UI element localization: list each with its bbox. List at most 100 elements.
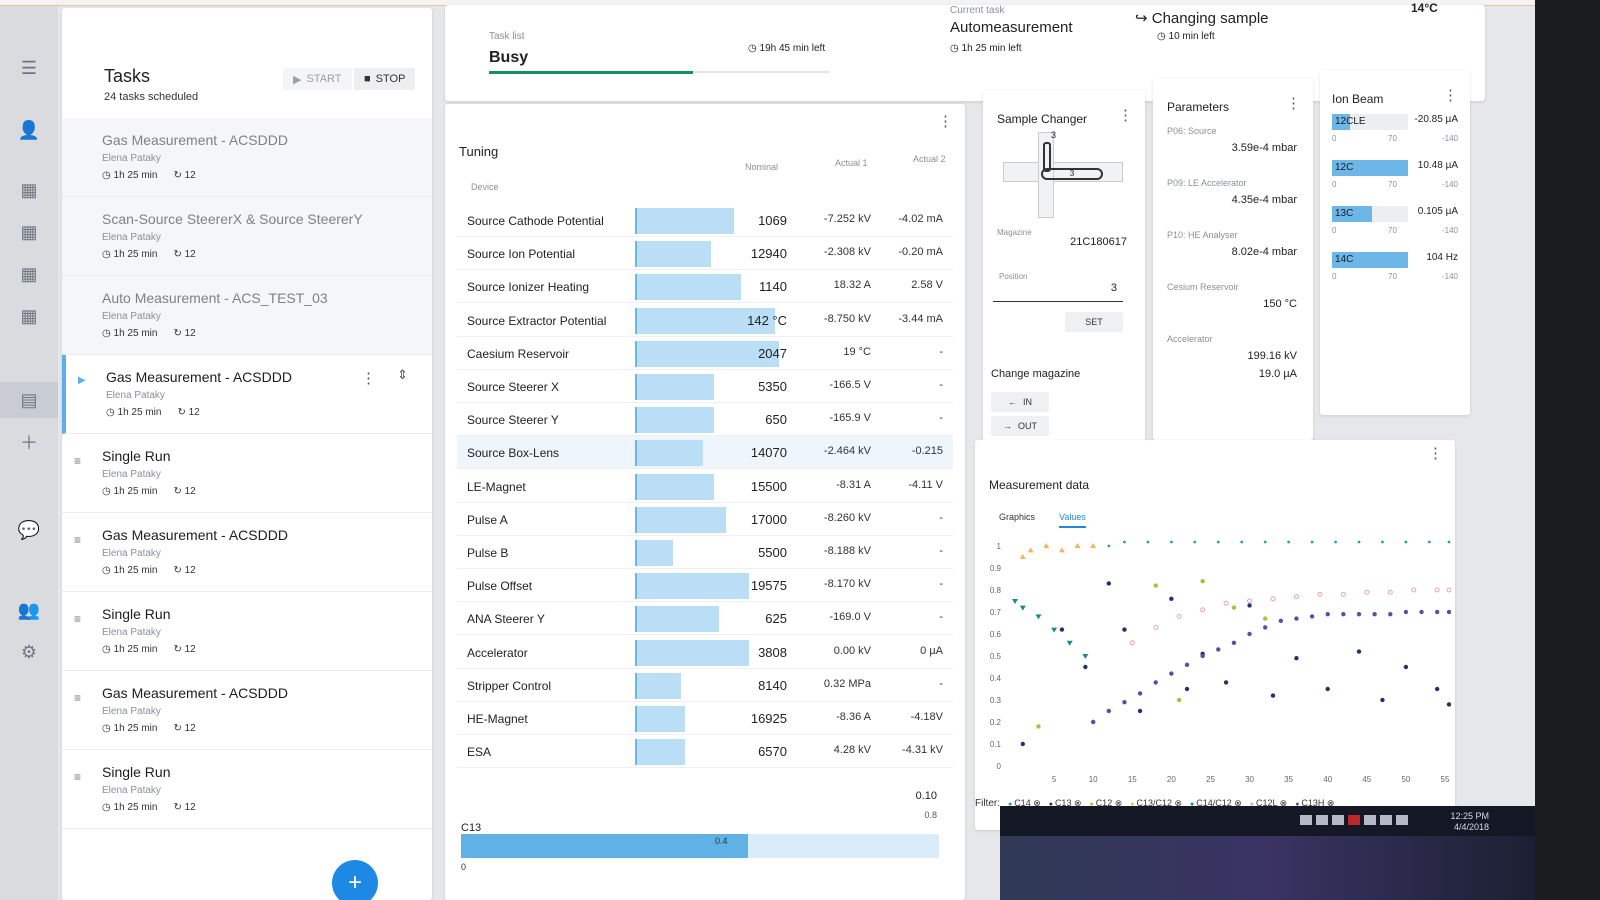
tray-icon[interactable]	[1332, 815, 1344, 825]
task-item[interactable]: Scan-Source SteererX & Source SteererY El…	[62, 197, 432, 276]
stop-button[interactable]: ■ STOP	[354, 68, 416, 90]
chat-icon[interactable]: 💬	[17, 519, 41, 540]
magazine-in-button[interactable]: ← IN	[991, 392, 1049, 412]
remove-filter-icon[interactable]: ⊗	[1231, 798, 1242, 808]
set-button[interactable]: SET	[1065, 312, 1123, 332]
filter-chip[interactable]: ● C12 ⊗	[1090, 798, 1123, 809]
ion-beam-panel: Ion Beam ⋮ 12CLE -20.85 µA 0 70 -140 12C 10.48…	[1320, 70, 1470, 415]
tuning-row[interactable]: Source Steerer X 5350 -166.5 V -	[457, 370, 953, 403]
network-icon[interactable]	[1380, 815, 1392, 825]
drag-handle-icon[interactable]: ≡	[74, 612, 82, 626]
nominal-bar-fill	[635, 706, 686, 732]
tuning-row[interactable]: Source Ionizer Heating 1140 18.32 A 2.58 V	[457, 270, 953, 304]
tray-app-icon[interactable]	[1348, 815, 1360, 825]
tuning-row[interactable]: Source Ion Potential 12940 -2.308 kV -0.20 …	[457, 237, 953, 271]
tuning-row[interactable]: LE-Magnet 15500 -8.31 A -4.11 V	[457, 470, 953, 503]
add-task-fab[interactable]: +	[332, 860, 378, 900]
task-item[interactable]: Auto Measurement - ACS_TEST_03 Elena Pata…	[62, 276, 432, 355]
clock-icon: ◷	[102, 249, 114, 260]
volume-icon[interactable]	[1396, 815, 1408, 825]
nominal-bar-tick	[635, 440, 637, 467]
task-list-time-text: 19h 45 min left	[759, 43, 826, 54]
tuning-row[interactable]: HE-Magnet 16925 -8.36 A -4.18V	[457, 702, 953, 735]
dashboard-icon-3[interactable]: ▦	[20, 263, 38, 284]
settings-gear-icon[interactable]: ⚙	[20, 641, 38, 662]
users-icon[interactable]: 👥	[17, 599, 41, 620]
task-item[interactable]: ≡ Single Run Elena Pataky ◷ 1h 25 min ↻ 12	[62, 750, 432, 829]
clock-icon: ◷	[102, 802, 114, 813]
filter-chip[interactable]: ● C13H ⊗	[1295, 798, 1334, 809]
position-field[interactable]: Position 3	[993, 260, 1123, 302]
user-icon[interactable]: 👤	[17, 119, 41, 140]
task-user: Elena Pataky	[102, 153, 161, 164]
filter-chip[interactable]: ● C14 ⊗	[1008, 798, 1041, 809]
menu-icon[interactable]: ☰	[20, 57, 38, 78]
drag-handle-icon[interactable]: ≡	[74, 533, 82, 547]
tuning-row[interactable]: Stripper Control 8140 0.32 MPa -	[457, 669, 953, 702]
measurement-more-icon[interactable]: ⋮	[1428, 445, 1443, 462]
task-item[interactable]: ▶ Gas Measurement - ACSDDD Elena Pataky ◷ 1…	[62, 355, 432, 434]
task-item[interactable]: ≡ Single Run Elena Pataky ◷ 1h 25 min ↻ 12	[62, 434, 432, 513]
task-more-icon[interactable]: ⋮	[361, 370, 376, 387]
tuning-row[interactable]: Source Cathode Potential 1069 -7.252 kV -4.…	[457, 204, 953, 237]
magazine-out-button[interactable]: → OUT	[991, 416, 1049, 436]
point-c12l	[1200, 607, 1206, 613]
tab-values[interactable]: Values	[1059, 512, 1086, 528]
point-c12l	[1364, 589, 1370, 595]
tab-graphics[interactable]: Graphics	[999, 512, 1036, 522]
task-item[interactable]: ≡ Gas Measurement - ACSDDD Elena Pataky ◷ 1…	[62, 671, 432, 750]
actual1-value: -2.308 kV	[823, 246, 871, 259]
remove-filter-icon[interactable]: ⊗	[1071, 798, 1082, 808]
sample-changer-more-icon[interactable]: ⋮	[1118, 107, 1133, 124]
filter-chip[interactable]: ● C12L ⊗	[1250, 798, 1287, 809]
tray-icon[interactable]	[1300, 815, 1312, 825]
drag-handle-icon[interactable]: ≡	[74, 770, 82, 784]
taskbar-date[interactable]: 4/4/2018	[1453, 822, 1489, 832]
task-item[interactable]: ≡ Single Run Elena Pataky ◷ 1h 25 min ↻ 12	[62, 592, 432, 671]
tuning-row[interactable]: Accelerator 3808 0.00 kV 0 µA	[457, 636, 953, 669]
tuning-row[interactable]: Source Steerer Y 650 -165.9 V -	[457, 403, 953, 437]
tuning-row[interactable]: Caesium Reservoir 2047 19 °C -	[457, 337, 953, 370]
remove-filter-icon[interactable]: ⊗	[1277, 798, 1288, 808]
filter-chip[interactable]: ● C13/C12 ⊗	[1130, 798, 1182, 809]
tray-icon[interactable]	[1316, 815, 1328, 825]
tuning-row[interactable]: ANA Steerer Y 625 -169.0 V -	[457, 602, 953, 636]
filter-chip[interactable]: ● C14/C12 ⊗	[1190, 798, 1242, 809]
remove-filter-icon[interactable]: ⊗	[1112, 798, 1123, 808]
tuning-row[interactable]: ESA 6570 4.28 kV -4.31 kV	[457, 735, 953, 769]
tuning-row[interactable]: Pulse Offset 19575 -8.170 kV -	[457, 569, 953, 603]
taskbar-clock[interactable]: 12:25 PM	[1450, 811, 1489, 821]
reorder-chevron-icon[interactable]: ⇕	[397, 367, 408, 382]
filter-chip-label: C13H	[1301, 798, 1325, 808]
drag-handle-icon[interactable]: ≡	[74, 691, 82, 705]
start-button[interactable]: ▶ START	[283, 68, 352, 90]
task-meta: ◷ 1h 25 min ↻ 12	[102, 802, 432, 813]
tasks-nav-icon[interactable]: ▤	[0, 382, 58, 418]
remove-filter-icon[interactable]: ⊗	[1171, 798, 1183, 808]
task-item[interactable]: Gas Measurement - ACSDDD Elena Pataky ◷ 1h…	[62, 118, 432, 197]
ion-beam-more-icon[interactable]: ⋮	[1443, 87, 1458, 104]
filter-chip[interactable]: ● C13 ⊗	[1049, 798, 1082, 809]
x-tick-label: 55	[1441, 775, 1450, 784]
point-c13h	[1106, 708, 1112, 714]
tuning-row[interactable]: Pulse B 5500 -8.188 kV -	[457, 536, 953, 569]
dashboard-icon-1[interactable]: ▦	[20, 179, 38, 200]
dashboard-icon-2[interactable]: ▦	[20, 221, 38, 242]
tuning-more-icon[interactable]: ⋮	[938, 113, 953, 130]
tuning-row[interactable]: Pulse A 17000 -8.260 kV -	[457, 503, 953, 536]
task-item[interactable]: ≡ Gas Measurement - ACSDDD Elena Pataky ◷ 1…	[62, 513, 432, 592]
point-c13	[1137, 708, 1143, 714]
remove-filter-icon[interactable]: ⊗	[1324, 798, 1335, 808]
dashboard-icon-4[interactable]: ▦	[20, 305, 38, 326]
add-icon[interactable]: ＋	[20, 433, 38, 453]
parameters-more-icon[interactable]: ⋮	[1286, 95, 1301, 112]
point-c14	[1193, 540, 1197, 544]
point-c14	[1447, 540, 1451, 544]
remove-filter-icon[interactable]: ⊗	[1030, 798, 1041, 808]
y-tick-label: 0.2	[990, 718, 1002, 727]
tuning-row[interactable]: Source Extractor Potential 142 °C -8.750 k…	[457, 304, 953, 337]
drag-handle-icon[interactable]: ≡	[74, 454, 82, 468]
tray-icon[interactable]	[1364, 815, 1376, 825]
ion-beam-value: 10.48 µA	[1417, 160, 1458, 171]
tuning-row[interactable]: Source Box-Lens 14070 -2.464 kV -0.215	[457, 436, 953, 470]
